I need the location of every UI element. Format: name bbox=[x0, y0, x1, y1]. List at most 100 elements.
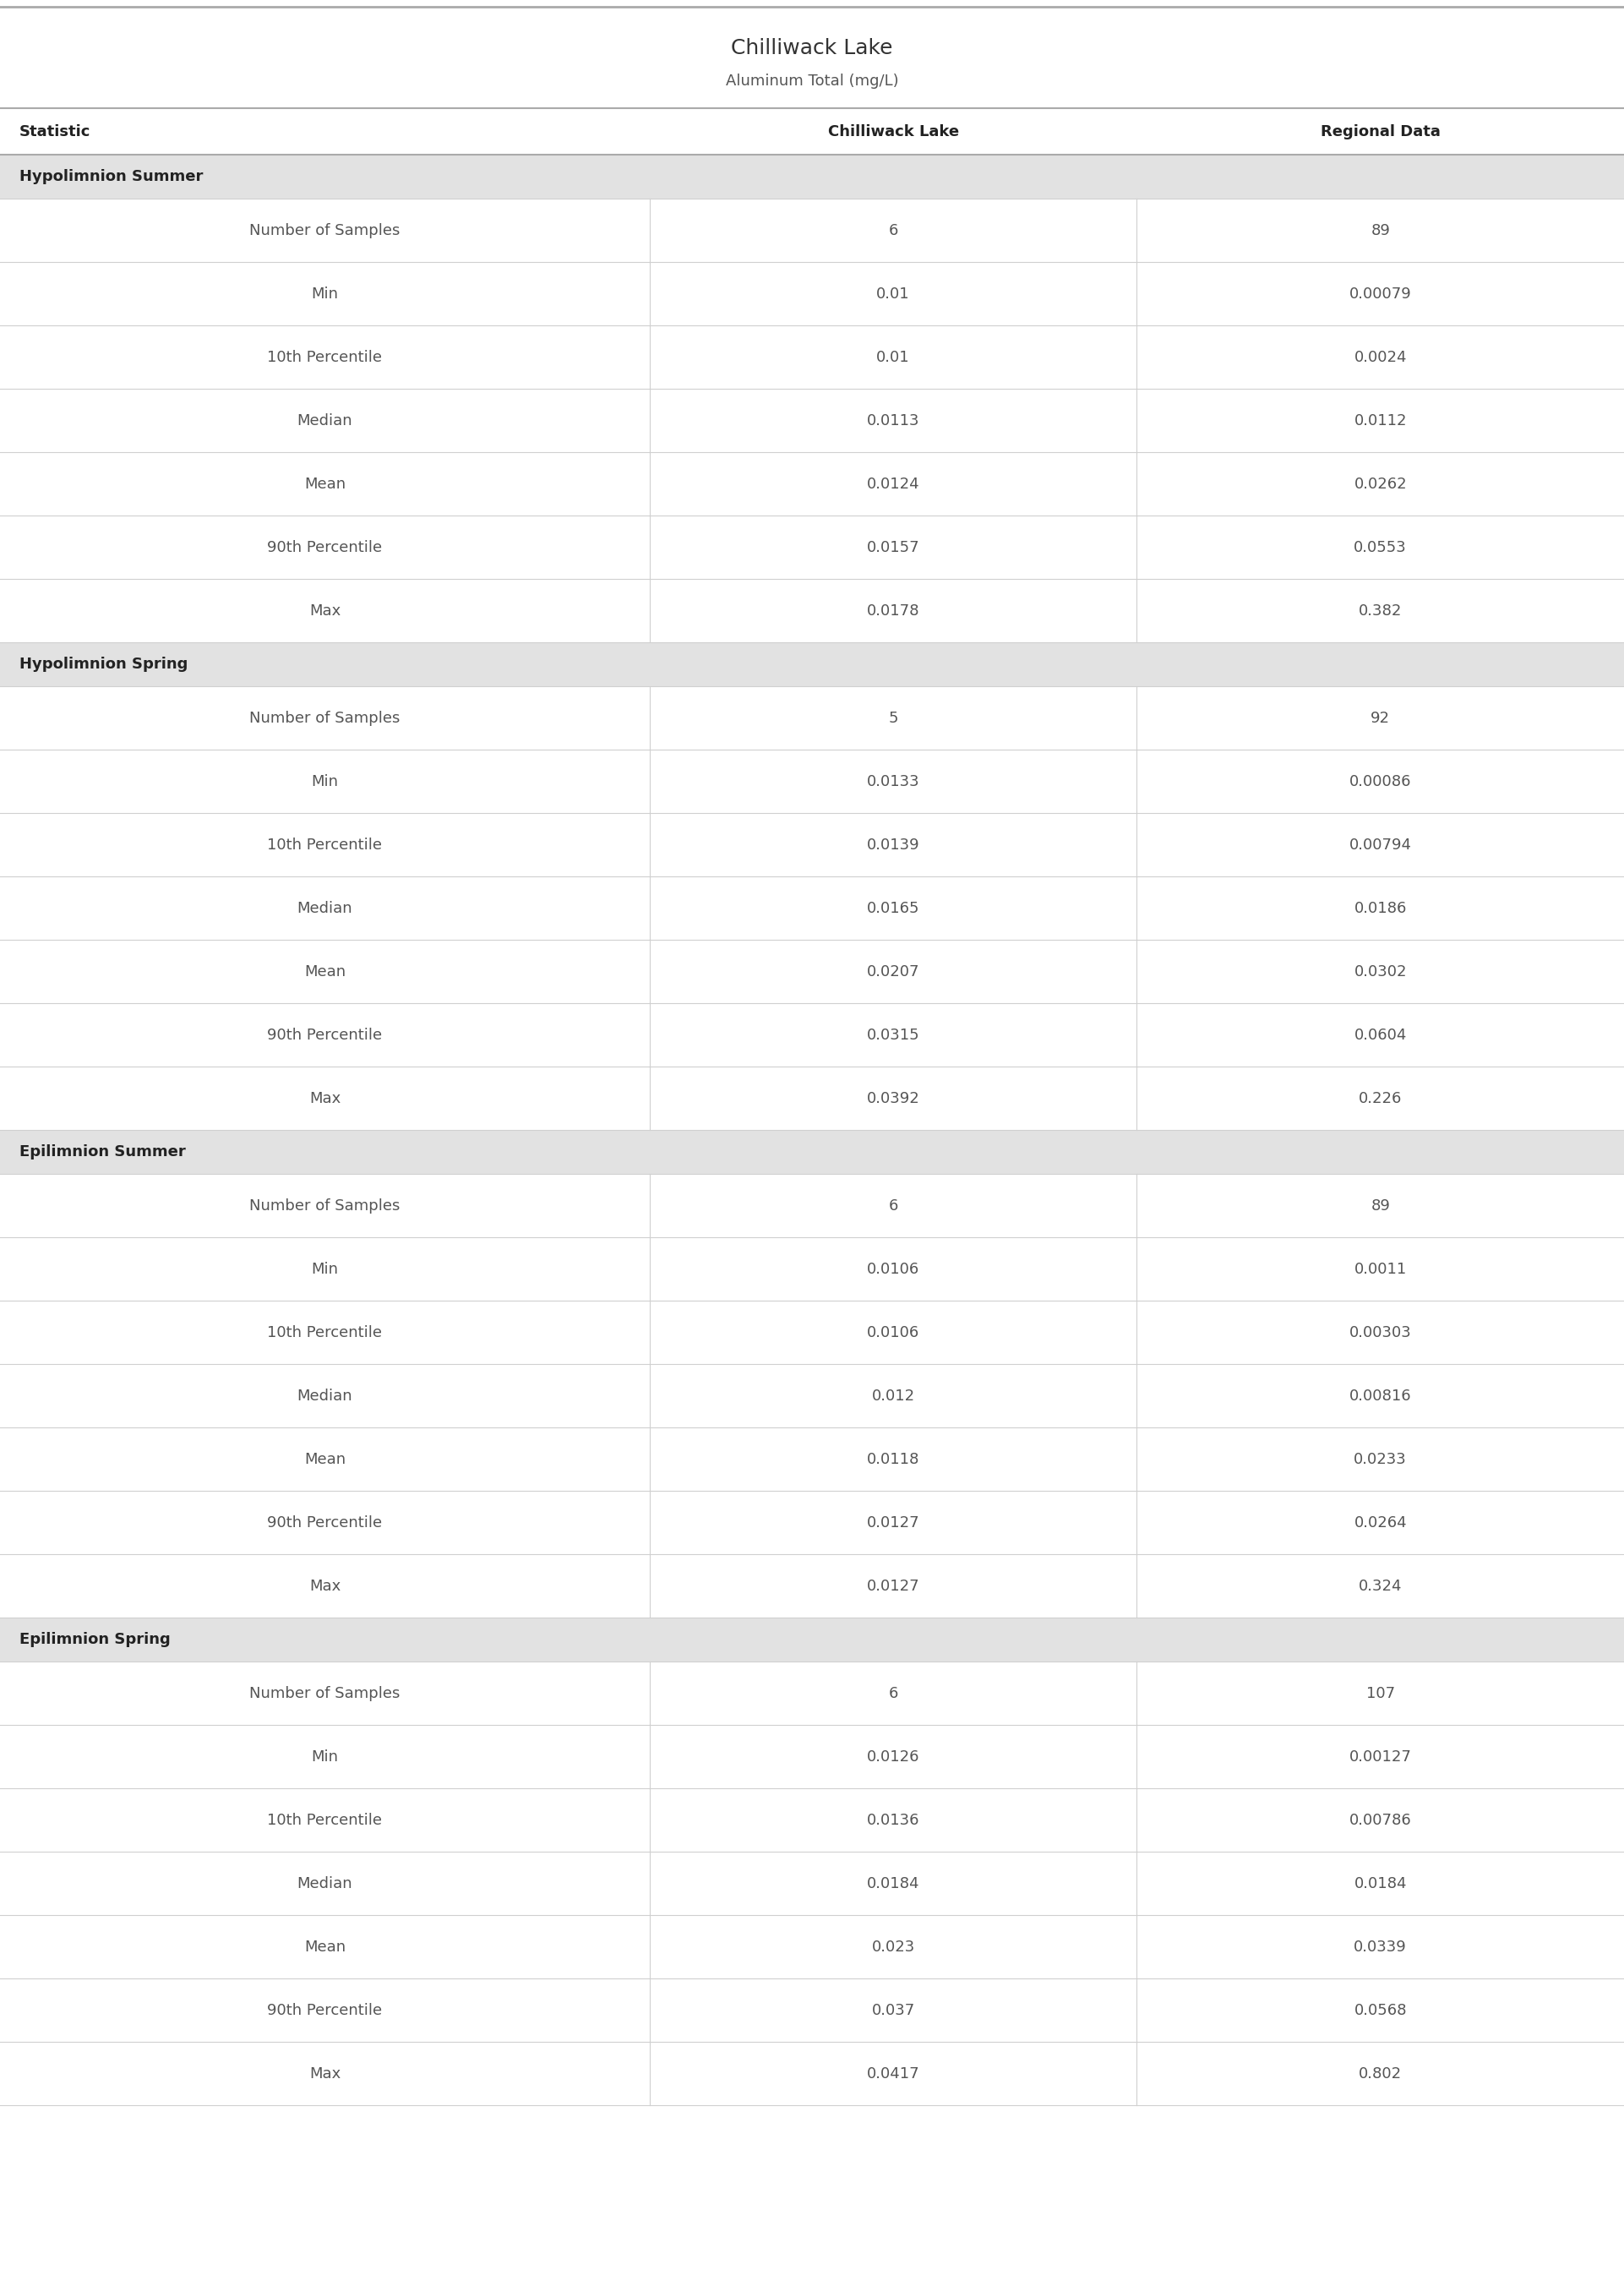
Text: 0.0392: 0.0392 bbox=[867, 1092, 919, 1105]
Bar bbox=[0, 1301, 1624, 1364]
Bar bbox=[0, 1174, 1624, 1237]
Text: 0.0157: 0.0157 bbox=[867, 540, 919, 556]
Text: 90th Percentile: 90th Percentile bbox=[268, 1516, 382, 1530]
Text: Mean: Mean bbox=[304, 965, 346, 978]
Text: 0.00079: 0.00079 bbox=[1350, 286, 1411, 302]
Text: 0.0207: 0.0207 bbox=[867, 965, 919, 978]
Bar bbox=[0, 452, 1624, 515]
Text: 90th Percentile: 90th Percentile bbox=[268, 2002, 382, 2018]
Text: 5: 5 bbox=[888, 711, 898, 726]
Bar bbox=[0, 200, 1624, 263]
Text: Epilimnion Spring: Epilimnion Spring bbox=[19, 1632, 171, 1648]
Bar bbox=[0, 109, 1624, 154]
Text: Max: Max bbox=[309, 1092, 341, 1105]
Text: 0.0106: 0.0106 bbox=[867, 1326, 919, 1339]
Text: 0.0184: 0.0184 bbox=[1354, 1875, 1406, 1891]
Bar bbox=[0, 642, 1624, 686]
Text: Max: Max bbox=[309, 2066, 341, 2082]
Text: 0.0178: 0.0178 bbox=[867, 604, 919, 617]
Text: 0.0011: 0.0011 bbox=[1354, 1262, 1406, 1278]
Bar bbox=[0, 154, 1624, 200]
Bar bbox=[0, 325, 1624, 388]
Text: 0.0133: 0.0133 bbox=[867, 774, 919, 790]
Bar bbox=[0, 1555, 1624, 1619]
Text: 0.0553: 0.0553 bbox=[1354, 540, 1406, 556]
Bar bbox=[0, 263, 1624, 325]
Bar bbox=[0, 1237, 1624, 1301]
Text: 0.0127: 0.0127 bbox=[867, 1516, 919, 1530]
Text: 89: 89 bbox=[1371, 222, 1390, 238]
Bar bbox=[0, 1130, 1624, 1174]
Text: Median: Median bbox=[297, 413, 352, 429]
Text: 10th Percentile: 10th Percentile bbox=[268, 838, 382, 854]
Text: 0.0184: 0.0184 bbox=[867, 1875, 919, 1891]
Text: 0.0113: 0.0113 bbox=[867, 413, 919, 429]
Text: 90th Percentile: 90th Percentile bbox=[268, 1028, 382, 1042]
Bar bbox=[0, 876, 1624, 940]
Text: 0.01: 0.01 bbox=[877, 350, 909, 365]
Text: Median: Median bbox=[297, 1875, 352, 1891]
Text: Number of Samples: Number of Samples bbox=[250, 711, 400, 726]
Text: 6: 6 bbox=[888, 1199, 898, 1214]
Text: 0.012: 0.012 bbox=[872, 1389, 914, 1403]
Text: 0.0139: 0.0139 bbox=[867, 838, 919, 854]
Bar bbox=[0, 1916, 1624, 1979]
Text: 6: 6 bbox=[888, 1687, 898, 1700]
Text: 0.0315: 0.0315 bbox=[867, 1028, 919, 1042]
Text: Hypolimnion Summer: Hypolimnion Summer bbox=[19, 170, 203, 184]
Bar bbox=[0, 686, 1624, 749]
Text: 0.0126: 0.0126 bbox=[867, 1750, 919, 1764]
Text: Chilliwack Lake: Chilliwack Lake bbox=[828, 125, 958, 138]
Text: Hypolimnion Spring: Hypolimnion Spring bbox=[19, 656, 188, 672]
Text: 10th Percentile: 10th Percentile bbox=[268, 1326, 382, 1339]
Text: 0.0417: 0.0417 bbox=[867, 2066, 919, 2082]
Text: Mean: Mean bbox=[304, 477, 346, 493]
Text: 0.382: 0.382 bbox=[1359, 604, 1402, 617]
Text: 0.0262: 0.0262 bbox=[1354, 477, 1406, 493]
Bar bbox=[0, 1067, 1624, 1130]
Text: 107: 107 bbox=[1366, 1687, 1395, 1700]
Text: Min: Min bbox=[312, 286, 338, 302]
Bar bbox=[0, 1852, 1624, 1916]
Text: 0.0124: 0.0124 bbox=[867, 477, 919, 493]
Text: Mean: Mean bbox=[304, 1453, 346, 1466]
Text: 90th Percentile: 90th Percentile bbox=[268, 540, 382, 556]
Bar bbox=[0, 1428, 1624, 1491]
Text: Max: Max bbox=[309, 604, 341, 617]
Text: 89: 89 bbox=[1371, 1199, 1390, 1214]
Bar bbox=[0, 940, 1624, 1003]
Text: 0.0302: 0.0302 bbox=[1354, 965, 1406, 978]
Text: 0.802: 0.802 bbox=[1359, 2066, 1402, 2082]
Text: Regional Data: Regional Data bbox=[1320, 125, 1440, 138]
Text: Max: Max bbox=[309, 1578, 341, 1594]
Text: 0.226: 0.226 bbox=[1359, 1092, 1402, 1105]
Text: Mean: Mean bbox=[304, 1939, 346, 1954]
Text: 0.324: 0.324 bbox=[1359, 1578, 1402, 1594]
Text: 0.0568: 0.0568 bbox=[1354, 2002, 1406, 2018]
Bar bbox=[0, 1789, 1624, 1852]
Text: 0.0127: 0.0127 bbox=[867, 1578, 919, 1594]
Text: 0.00086: 0.00086 bbox=[1350, 774, 1411, 790]
Text: 0.00127: 0.00127 bbox=[1350, 1750, 1411, 1764]
Bar bbox=[0, 1725, 1624, 1789]
Bar bbox=[0, 1364, 1624, 1428]
Text: 0.0118: 0.0118 bbox=[867, 1453, 919, 1466]
Text: Chilliwack Lake: Chilliwack Lake bbox=[731, 39, 893, 59]
Text: 0.037: 0.037 bbox=[872, 2002, 914, 2018]
Bar bbox=[0, 1979, 1624, 2043]
Text: 6: 6 bbox=[888, 222, 898, 238]
Text: 0.00786: 0.00786 bbox=[1350, 1814, 1411, 1827]
Text: Statistic: Statistic bbox=[19, 125, 91, 138]
Text: Number of Samples: Number of Samples bbox=[250, 1199, 400, 1214]
Text: Median: Median bbox=[297, 1389, 352, 1403]
Bar bbox=[0, 388, 1624, 452]
Text: Min: Min bbox=[312, 774, 338, 790]
Bar bbox=[0, 1662, 1624, 1725]
Text: 0.0165: 0.0165 bbox=[867, 901, 919, 917]
Text: 92: 92 bbox=[1371, 711, 1390, 726]
Text: 0.0106: 0.0106 bbox=[867, 1262, 919, 1278]
Text: Min: Min bbox=[312, 1750, 338, 1764]
Text: 0.0604: 0.0604 bbox=[1354, 1028, 1406, 1042]
Text: Aluminum Total (mg/L): Aluminum Total (mg/L) bbox=[726, 73, 898, 89]
Text: 10th Percentile: 10th Percentile bbox=[268, 1814, 382, 1827]
